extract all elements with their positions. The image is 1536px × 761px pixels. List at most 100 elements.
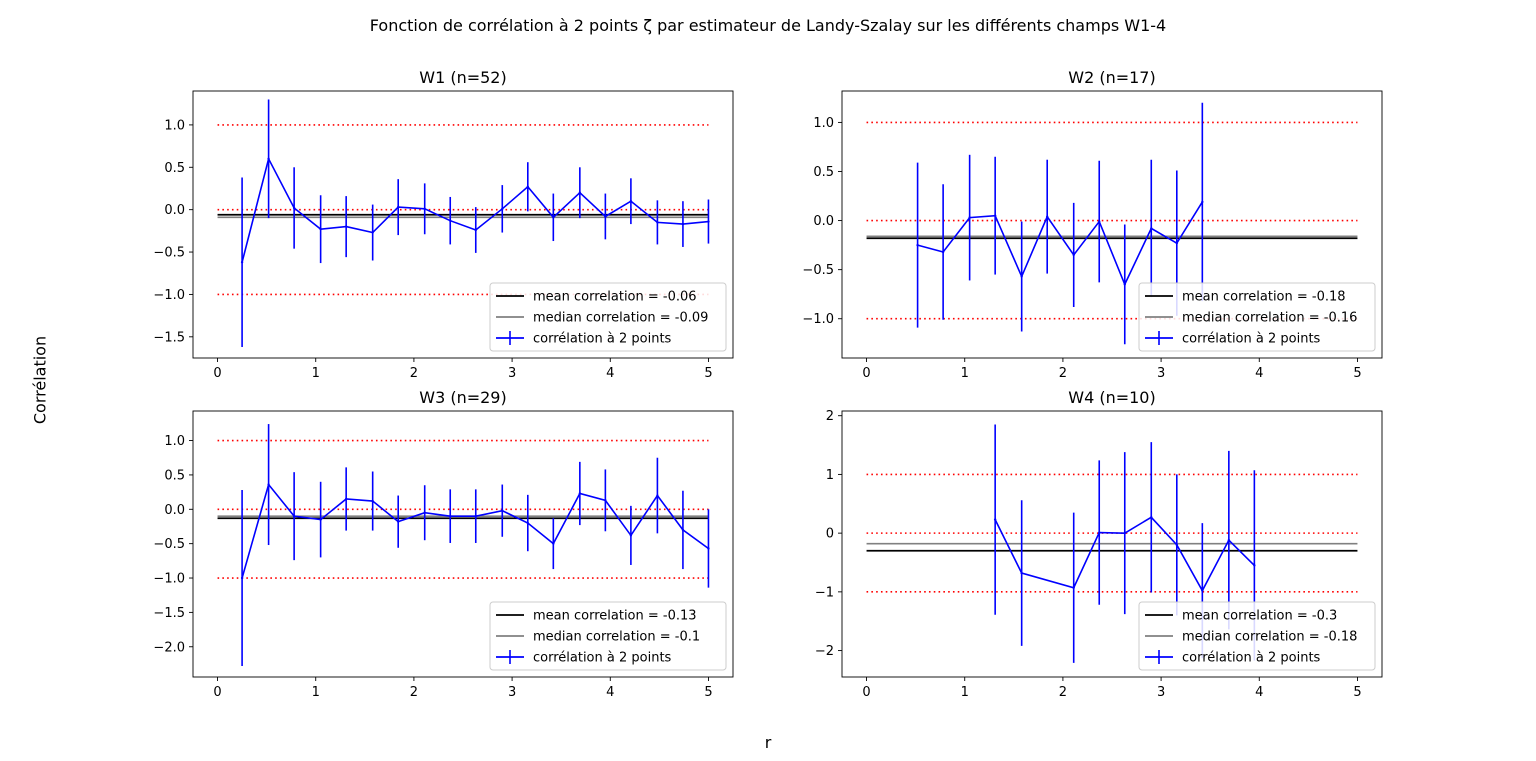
legend-box [489,601,727,671]
legend-mean-label: mean correlation = -0.06 [533,290,697,305]
legend: mean correlation = -0.13 median correlati… [489,601,727,671]
legend-series-label: corrélation à 2 points [533,332,672,347]
subplot-w2: W2 (n=17) 0 1 2 3 4 5 −1.0 −0.5 0.0 0.5 1.0 mean cor… [802,68,1383,381]
legend-median-label: median correlation = -0.1 [533,630,700,645]
data-point [707,547,710,550]
y-tick-label: −1.5 [153,606,185,621]
subplot-title: W3 (n=29) [419,388,506,407]
legend-box [1138,282,1376,352]
y-tick-label: −0.5 [153,537,185,552]
data-point [240,261,244,264]
y-tick-label: −1.0 [153,572,185,587]
legend-median-label: median correlation = -0.18 [1182,630,1357,645]
data-point [1098,531,1101,534]
x-tick-label: 5 [704,685,712,700]
data-point [319,227,322,231]
data-point [344,225,348,228]
y-tick-label: 0.5 [164,468,185,483]
axes-frame [841,90,1383,359]
y-tick-label: −0.5 [153,246,185,261]
data-point [629,199,633,203]
data-point [916,243,919,247]
data-point [1020,275,1023,278]
axes-frame [841,410,1383,678]
y-tick-label: −2.0 [153,640,185,655]
x-tick-label: 2 [1059,366,1067,381]
y-tick-label: −0.5 [802,263,834,278]
x-tick-label: 3 [508,685,516,700]
x-tick-label: 4 [1255,685,1263,700]
data-point [1123,283,1126,286]
data-point [501,509,504,512]
data-point [1253,564,1256,567]
y-tick-label: 1.0 [164,434,185,449]
legend-series-label: corrélation à 2 points [1182,332,1321,347]
y-tick-label: 0.0 [164,503,185,518]
data-point [397,205,400,209]
data-point [656,221,659,224]
data-point [993,518,997,521]
figure-x-label: r [764,733,772,752]
x-tick-label: 3 [508,366,516,381]
data-point [604,499,607,502]
x-tick-label: 1 [312,366,320,381]
data-point [1227,538,1231,542]
legend: mean correlation = -0.18 median correlati… [1138,282,1376,352]
x-tick-label: 1 [961,366,969,381]
legend-mean-label: mean correlation = -0.13 [533,609,697,624]
legend-box [489,282,727,352]
legend-median-label: median correlation = -0.09 [533,311,708,326]
x-tick-label: 0 [213,366,221,381]
data-point [292,514,296,518]
data-point [526,185,529,188]
legend-series-label: corrélation à 2 points [533,651,672,666]
data-point [681,222,685,226]
x-tick-label: 5 [1353,685,1361,700]
y-tick-label: −1.0 [802,312,834,327]
data-point [344,497,348,501]
legend-mean-label: mean correlation = -0.3 [1182,609,1337,624]
data-point [1175,241,1179,245]
data-point [629,534,633,537]
data-point [1020,571,1023,575]
x-tick-label: 0 [862,366,870,381]
data-point [474,514,477,518]
x-tick-label: 4 [606,366,614,381]
data-point [604,215,607,218]
data-point [1123,531,1126,535]
y-tick-label: 0.5 [164,161,185,176]
data-point [1098,220,1101,223]
x-tick-label: 1 [312,685,320,700]
data-point [1201,589,1204,592]
data-point [1150,227,1153,230]
figure-y-label: Corrélation [30,335,50,425]
y-tick-label: −1 [815,585,834,600]
data-point [423,511,426,514]
y-tick-label: 0.5 [813,165,834,180]
subplot-w1: W1 (n=52) 0 1 2 3 4 5 −1.5 −1.0 −0.5 0.0 0.5 1.0 mean… [153,68,734,381]
y-tick-label: 0.0 [813,214,834,229]
legend-box [1138,601,1376,671]
data-point [941,250,945,254]
data-point [578,492,582,495]
x-tick-label: 1 [961,685,969,700]
legend-mean-label: mean correlation = -0.18 [1182,290,1346,305]
data-point [707,220,710,223]
legend: mean correlation = -0.06 median correlati… [489,282,727,352]
data-point [474,228,477,232]
data-point [449,514,452,518]
data-point [526,521,529,525]
data-point [1046,215,1049,218]
y-tick-label: 2 [826,409,834,424]
legend: mean correlation = -0.3 median correlatio… [1138,601,1376,671]
subplot-w3: W3 (n=29) 0 1 2 3 4 5 −2.0 −1.5 −1.0 −0.5 0.0 0.5 1.0… [153,388,734,700]
data-point [397,520,400,523]
x-tick-label: 2 [1059,685,1067,700]
data-point [1201,200,1204,204]
data-point [1175,543,1179,547]
data-point [578,191,582,194]
legend-median-label: median correlation = -0.16 [1182,311,1357,326]
x-tick-label: 2 [410,366,418,381]
data-point [1072,586,1075,589]
